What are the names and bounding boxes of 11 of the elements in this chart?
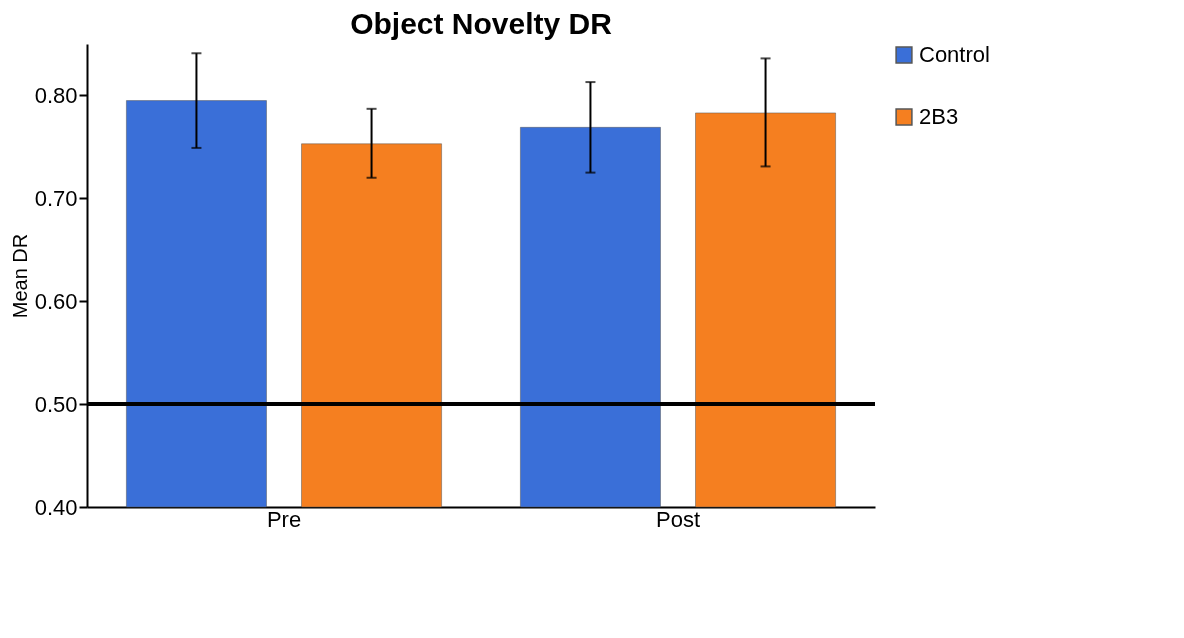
y-tick-label: 0.40 [34,494,78,520]
y-tick-label: 0.80 [34,82,78,108]
legend-label: 2B3 [919,104,959,129]
y-axis-title: Mean DR [8,233,31,319]
x-tick-label: Post [655,506,701,532]
y-tick-label: 0.50 [34,391,78,417]
x-tick-label: Pre [266,506,302,532]
y-tick-label: 0.60 [34,288,78,314]
y-tick-label: 0.70 [34,185,78,211]
chart-title: Object Novelty DR [350,7,613,40]
legend-label: Control [919,42,990,67]
